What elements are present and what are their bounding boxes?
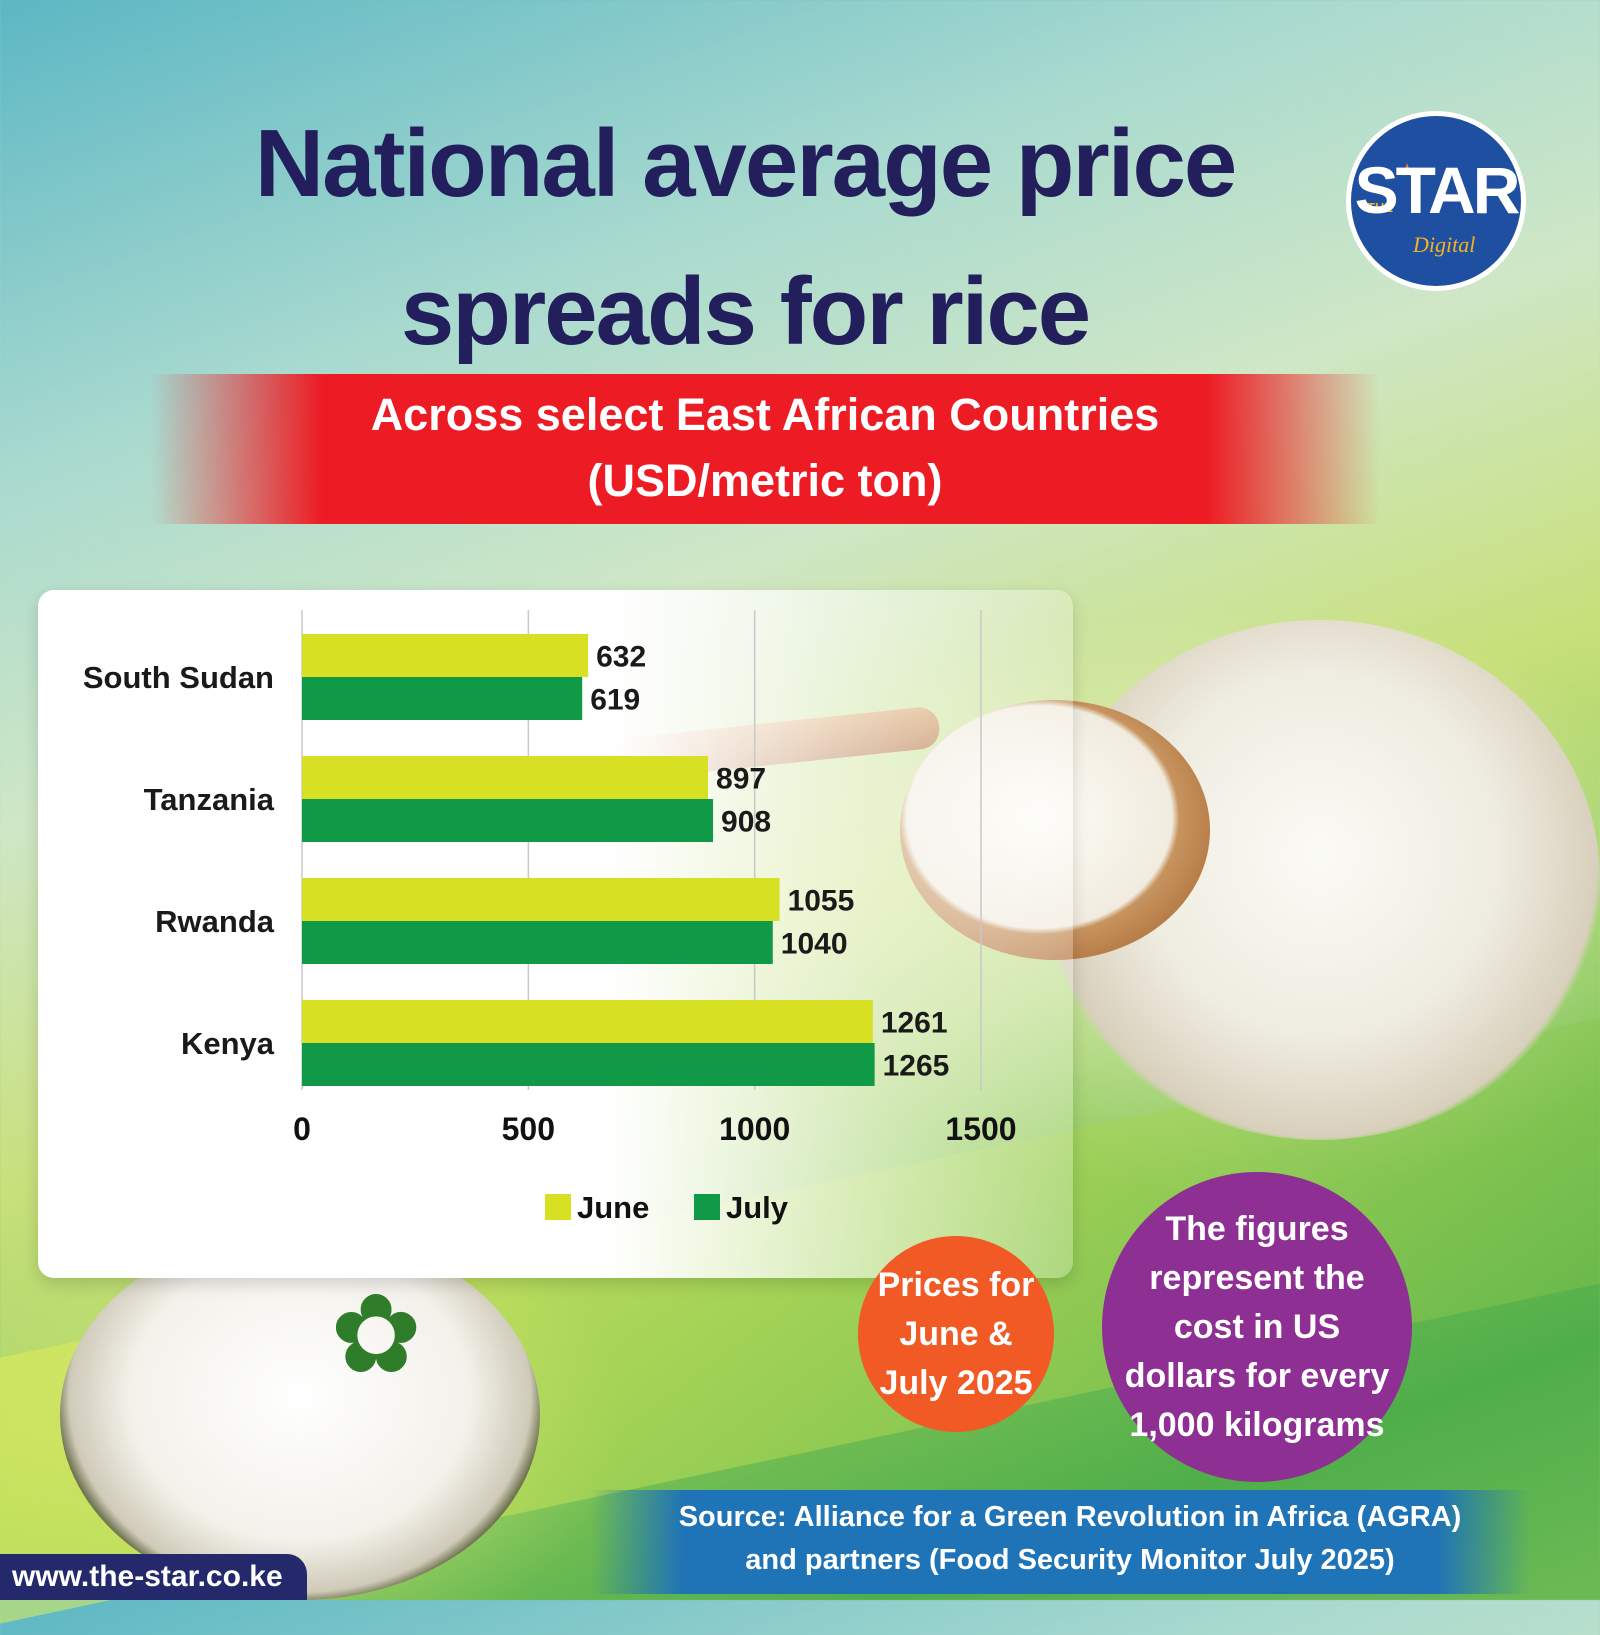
tick-label: 1000 [719, 1111, 790, 1147]
star-spark-icon: ★ [1399, 160, 1416, 180]
the-star-logo[interactable]: ★ THE STAR Digital [1346, 111, 1526, 291]
bar-june [302, 1000, 873, 1043]
cooked-rice-bowl-image [60, 1230, 540, 1600]
data-label: 619 [590, 684, 640, 717]
page-title: National average price spreads for rice [254, 110, 1237, 365]
logo-the-text: THE [1367, 200, 1393, 215]
bar-june [302, 756, 709, 799]
category-label: South Sudan [83, 660, 274, 695]
bar-chart: South Sudan 632 619 Tanzania 897 908 Rwanda 105… [83, 610, 1017, 1225]
legend-label-july: July [726, 1190, 789, 1225]
category-label: Kenya [181, 1026, 275, 1061]
legend-swatch-july [694, 1194, 720, 1220]
data-label: 1055 [788, 885, 855, 918]
period-badge: Prices for June & July 2025 [858, 1236, 1054, 1432]
website-url[interactable]: www.the-star.co.ke [0, 1554, 307, 1600]
tick-label: 0 [293, 1111, 311, 1147]
data-label: 1040 [781, 928, 848, 961]
logo-star-text: STAR [1354, 153, 1521, 227]
bar-july [302, 799, 714, 842]
data-label: 1261 [881, 1007, 948, 1040]
subtitle: Across select East African Countries (US… [150, 382, 1380, 514]
legend-swatch-june [545, 1194, 571, 1220]
chart-card: South Sudan 632 619 Tanzania 897 908 Rwanda 105… [38, 590, 1073, 1278]
bar-june [302, 878, 780, 921]
subtitle-line-2: (USD/metric ton) [587, 455, 943, 506]
category-label: Tanzania [144, 782, 275, 817]
tick-label: 1500 [945, 1111, 1016, 1147]
tick-label: 500 [502, 1111, 555, 1147]
bar-july [302, 921, 773, 964]
logo-digital-text: Digital [1413, 232, 1476, 257]
bar-july [302, 677, 583, 720]
category-label: Rwanda [155, 904, 275, 939]
data-label: 897 [716, 763, 766, 796]
unit-note-badge: The figures represent the cost in US dol… [1102, 1172, 1412, 1482]
parsley-icon: ✿ [330, 1273, 423, 1396]
bar-july [302, 1043, 875, 1086]
subtitle-line-1: Across select East African Countries [370, 389, 1160, 440]
data-label: 632 [596, 641, 646, 674]
data-label: 908 [721, 806, 771, 839]
source-band [590, 1490, 1530, 1594]
legend-label-june: June [577, 1190, 649, 1225]
source-text: Source: Alliance for a Green Revolution … [678, 1501, 1462, 1576]
subtitle-band [150, 374, 1380, 524]
bar-june [302, 634, 589, 677]
data-label: 1265 [883, 1050, 950, 1083]
